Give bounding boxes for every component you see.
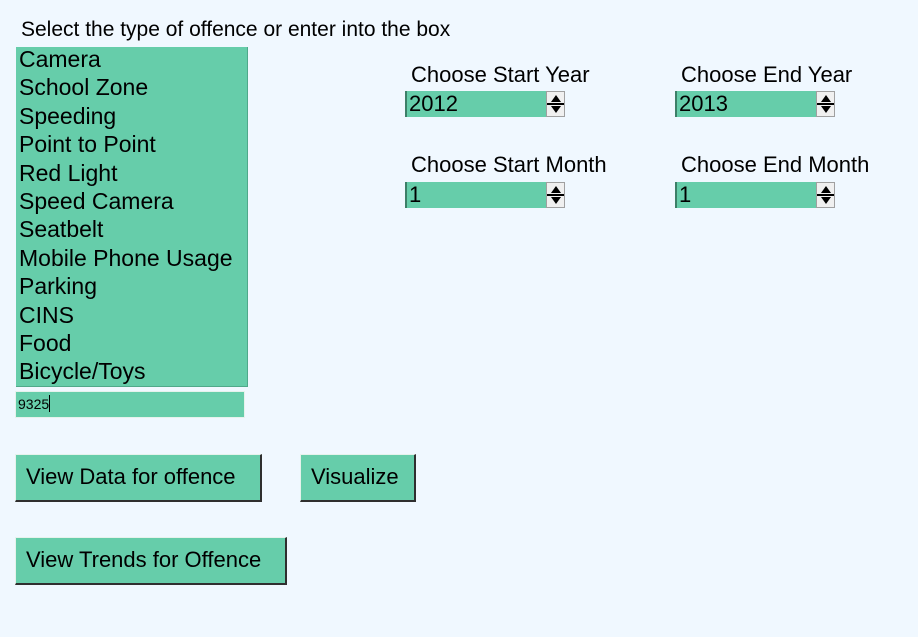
- offence-item-cins[interactable]: CINS: [19, 301, 74, 328]
- view-trends-button[interactable]: View Trends for Offence: [15, 537, 287, 585]
- offence-item-mobile-phone-usage[interactable]: Mobile Phone Usage: [19, 244, 233, 271]
- offence-item-bicycle-toys[interactable]: Bicycle/Toys: [19, 358, 146, 385]
- start-month-spin-arrows[interactable]: [546, 182, 565, 208]
- end-year-spinbox[interactable]: 2013: [675, 91, 835, 117]
- offence-code-value: 9325: [18, 396, 50, 412]
- arrow-up-icon[interactable]: [821, 95, 831, 102]
- start-year-label: Choose Start Year: [411, 62, 590, 87]
- start-month-label: Choose Start Month: [411, 152, 607, 177]
- offence-code-input[interactable]: 9325: [15, 391, 245, 418]
- offence-item-red-light[interactable]: Red Light: [19, 159, 118, 186]
- spin-divider: [547, 194, 564, 196]
- view-data-button[interactable]: View Data for offence: [15, 454, 262, 502]
- start-year-spin-arrows[interactable]: [546, 91, 565, 117]
- offence-item-point-to-point[interactable]: Point to Point: [19, 131, 156, 158]
- spin-divider: [817, 194, 834, 196]
- spin-divider: [547, 103, 564, 105]
- arrow-up-icon[interactable]: [821, 186, 831, 193]
- offence-item-camera[interactable]: Camera: [19, 46, 101, 72]
- end-year-label: Choose End Year: [681, 62, 853, 87]
- offence-item-speed-camera[interactable]: Speed Camera: [19, 187, 174, 214]
- end-year-spin-arrows[interactable]: [816, 91, 835, 117]
- start-month-spinbox[interactable]: 1: [405, 182, 565, 208]
- start-year-value: 2012: [409, 91, 458, 116]
- offence-item-parking[interactable]: Parking: [19, 273, 97, 300]
- offence-item-food[interactable]: Food: [19, 329, 72, 356]
- arrow-up-icon[interactable]: [551, 95, 561, 102]
- end-month-spin-arrows[interactable]: [816, 182, 835, 208]
- arrow-down-icon[interactable]: [821, 197, 831, 204]
- end-year-value: 2013: [679, 91, 728, 116]
- start-month-value: 1: [409, 182, 422, 207]
- arrow-down-icon[interactable]: [551, 197, 561, 204]
- start-year-spinbox[interactable]: 2012: [405, 91, 565, 117]
- offence-listbox[interactable]: Camera School Zone Speeding Point to Poi…: [16, 46, 248, 387]
- end-month-value: 1: [679, 182, 692, 207]
- visualize-button[interactable]: Visualize: [300, 454, 416, 502]
- instruction-text: Select the type of offence or enter into…: [21, 18, 451, 41]
- arrow-up-icon[interactable]: [551, 186, 561, 193]
- end-month-spinbox[interactable]: 1: [675, 182, 835, 208]
- arrow-down-icon[interactable]: [821, 106, 831, 113]
- offence-item-speeding[interactable]: Speeding: [19, 102, 117, 129]
- offence-item-seatbelt[interactable]: Seatbelt: [19, 216, 104, 243]
- text-caret: [49, 395, 51, 412]
- spin-divider: [817, 103, 834, 105]
- offence-item-school-zone[interactable]: School Zone: [19, 74, 149, 101]
- end-month-label: Choose End Month: [681, 152, 870, 177]
- arrow-down-icon[interactable]: [551, 106, 561, 113]
